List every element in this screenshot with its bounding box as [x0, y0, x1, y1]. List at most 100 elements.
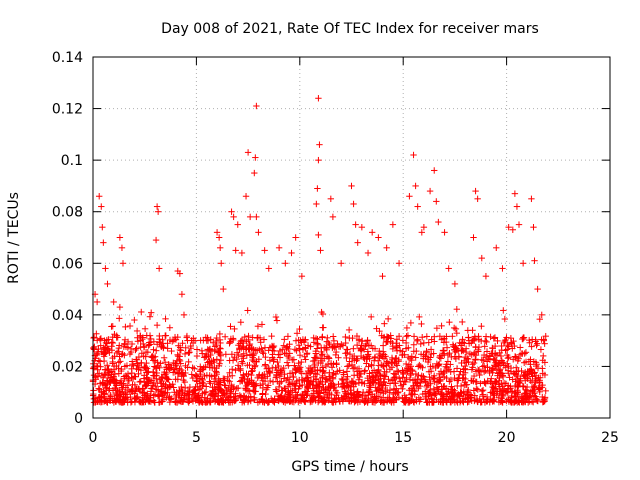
data-point — [320, 324, 327, 331]
data-point — [283, 359, 291, 366]
data-point — [284, 333, 292, 340]
data-point — [185, 358, 192, 366]
data-point — [216, 330, 224, 338]
data-point — [250, 358, 258, 365]
data-point — [93, 337, 101, 344]
y-axis-label: ROTI / TECUs — [6, 192, 22, 284]
data-point — [275, 362, 282, 370]
data-point — [329, 374, 337, 381]
x-tick-label: 5 — [192, 430, 201, 446]
data-point — [521, 373, 528, 380]
data-point — [479, 363, 486, 370]
data-point — [115, 348, 122, 355]
data-point — [410, 341, 418, 348]
data-point — [186, 383, 194, 391]
data-point — [128, 340, 136, 348]
data-point — [483, 338, 490, 346]
data-point — [312, 335, 320, 342]
data-point — [453, 305, 461, 313]
data-point — [226, 378, 233, 385]
data-point — [109, 323, 116, 330]
data-point — [191, 365, 198, 372]
x-tick-label: 15 — [394, 430, 412, 446]
y-tick-labels: 0 0.02 0.04 0.06 0.08 0.1 0.12 0.14 — [52, 50, 83, 427]
data-point — [403, 333, 410, 340]
data-point — [93, 330, 100, 337]
data-point — [309, 357, 317, 365]
data-point — [353, 332, 361, 340]
data-point — [240, 339, 247, 347]
data-point — [446, 318, 453, 326]
data-point — [172, 360, 180, 368]
data-point — [387, 398, 395, 405]
data-point — [113, 349, 121, 357]
y-tick-label: 0.12 — [52, 102, 83, 118]
data-point — [455, 353, 463, 361]
data-point — [228, 372, 236, 379]
data-point — [418, 320, 425, 328]
data-point — [504, 355, 512, 362]
data-point — [132, 346, 139, 354]
data-point — [133, 327, 141, 335]
data-point — [367, 313, 375, 321]
data-point — [217, 339, 224, 347]
data-point — [109, 339, 117, 347]
data-point — [392, 380, 399, 387]
data-point — [437, 355, 445, 362]
data-point — [290, 373, 297, 381]
data-point — [170, 366, 178, 373]
chart-title: Day 008 of 2021, Rate Of TEC Index for r… — [161, 21, 539, 37]
data-point — [454, 377, 462, 384]
data-point — [174, 369, 182, 377]
data-point — [536, 315, 543, 323]
data-point — [446, 349, 453, 357]
x-tick-label: 20 — [498, 430, 516, 446]
data-point — [136, 378, 143, 386]
data-point — [345, 362, 352, 370]
y-tick-label: 0.08 — [52, 205, 83, 221]
data-point — [112, 385, 119, 393]
data-point — [491, 334, 499, 341]
x-axis-label: GPS time / hours — [291, 459, 408, 475]
data-point — [161, 359, 169, 366]
data-point — [497, 352, 505, 360]
data-point — [494, 337, 501, 345]
data-point — [415, 372, 422, 379]
data-point — [483, 348, 491, 355]
data-point — [537, 346, 545, 353]
data-point — [326, 377, 334, 384]
data-point — [393, 367, 401, 375]
y-tick-label: 0.14 — [52, 50, 83, 66]
x-tick-label: 25 — [601, 430, 619, 446]
data-point — [175, 392, 182, 399]
data-point — [339, 376, 346, 384]
data-point — [174, 376, 182, 383]
data-point — [171, 389, 178, 396]
data-point — [275, 383, 283, 391]
data-point — [133, 345, 140, 352]
data-point — [417, 340, 424, 348]
data-point — [488, 375, 495, 382]
data-point — [376, 327, 383, 335]
data-point — [295, 359, 302, 367]
data-point — [346, 358, 353, 365]
data-point — [250, 396, 258, 403]
data-point — [235, 384, 242, 392]
data-point — [312, 350, 319, 357]
data-point — [525, 336, 533, 344]
data-point — [150, 338, 158, 345]
data-point — [356, 398, 364, 405]
data-point — [95, 385, 102, 392]
data-point — [285, 362, 292, 369]
data-point — [393, 385, 400, 392]
data-point — [207, 336, 214, 343]
data-point — [237, 319, 245, 326]
data-point — [470, 359, 478, 367]
data-point — [423, 348, 431, 356]
data-point — [401, 378, 408, 385]
data-point — [416, 361, 423, 369]
data-point — [105, 336, 112, 343]
data-point — [94, 363, 101, 370]
data-point — [254, 374, 261, 382]
data-point — [245, 332, 252, 340]
